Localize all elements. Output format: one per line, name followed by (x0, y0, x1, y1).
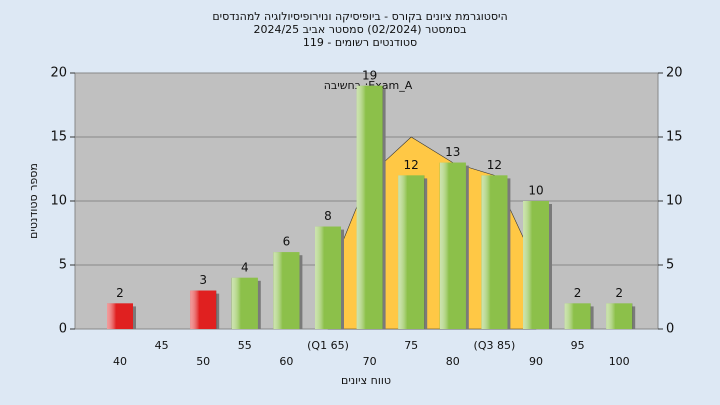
value-label: 6 (283, 235, 291, 249)
value-label: 8 (324, 209, 332, 223)
bar (398, 175, 425, 329)
x-tick-label: 90 (529, 355, 543, 368)
y-tick-label: 15 (50, 130, 67, 145)
x-tick-label: 75 (404, 339, 418, 352)
value-label: 19 (362, 68, 377, 82)
y-tick-label: 10 (50, 194, 67, 209)
y-tick-label: 0 (59, 322, 67, 337)
value-label: 3 (199, 273, 207, 287)
value-label: 2 (116, 286, 124, 300)
value-label: 12 (487, 158, 502, 172)
value-label: 2 (615, 286, 623, 300)
bar (107, 303, 133, 329)
value-label: 4 (241, 260, 249, 274)
x-tick-label: 100 (609, 355, 630, 368)
y-tick-label: 20 (50, 66, 67, 81)
bar (315, 226, 341, 329)
x-axis-title: טווח ציונים (341, 374, 391, 387)
x-tick-label: (Q3 85) (474, 339, 516, 352)
bar (523, 201, 549, 329)
chart-title: סטודנטים רשומים - 119 (303, 36, 417, 49)
y2-tick-label: 10 (666, 194, 683, 209)
x-tick-label: 50 (196, 355, 210, 368)
x-tick-label: 55 (238, 339, 252, 352)
y-tick-label: 5 (59, 258, 67, 273)
chart-title: היסטוגרמת ציונים בקורס - ביופיסיקה ונויר… (212, 10, 507, 23)
y2-tick-label: 0 (666, 322, 674, 337)
bar (606, 303, 633, 329)
bar (481, 175, 508, 329)
x-tick-label: 80 (446, 355, 460, 368)
value-label: 12 (404, 158, 419, 172)
x-tick-label: 45 (155, 339, 169, 352)
x-tick-label: (Q1 65) (307, 339, 349, 352)
x-tick-label: 40 (113, 355, 127, 368)
y-axis-title: מספר סטודנטים (27, 163, 40, 239)
y2-tick-label: 5 (666, 258, 674, 273)
x-tick-label: 95 (571, 339, 585, 352)
value-label: 13 (445, 145, 460, 159)
x-tick-label: 70 (363, 355, 377, 368)
y2-tick-label: 15 (666, 130, 683, 145)
bar (439, 162, 466, 329)
y2-tick-label: 20 (666, 66, 683, 81)
bar (273, 252, 300, 329)
value-label: 2 (574, 286, 582, 300)
value-label: 10 (528, 184, 543, 198)
bar (231, 277, 258, 329)
chart-title: בסמסטר (02/2024) סמסטר אביב 2024/25 (253, 23, 466, 36)
x-tick-label: 60 (279, 355, 293, 368)
annotation: בחשיבה :Exam_A (324, 79, 413, 92)
bar (190, 290, 217, 329)
bar (356, 85, 383, 329)
bar (564, 303, 591, 329)
